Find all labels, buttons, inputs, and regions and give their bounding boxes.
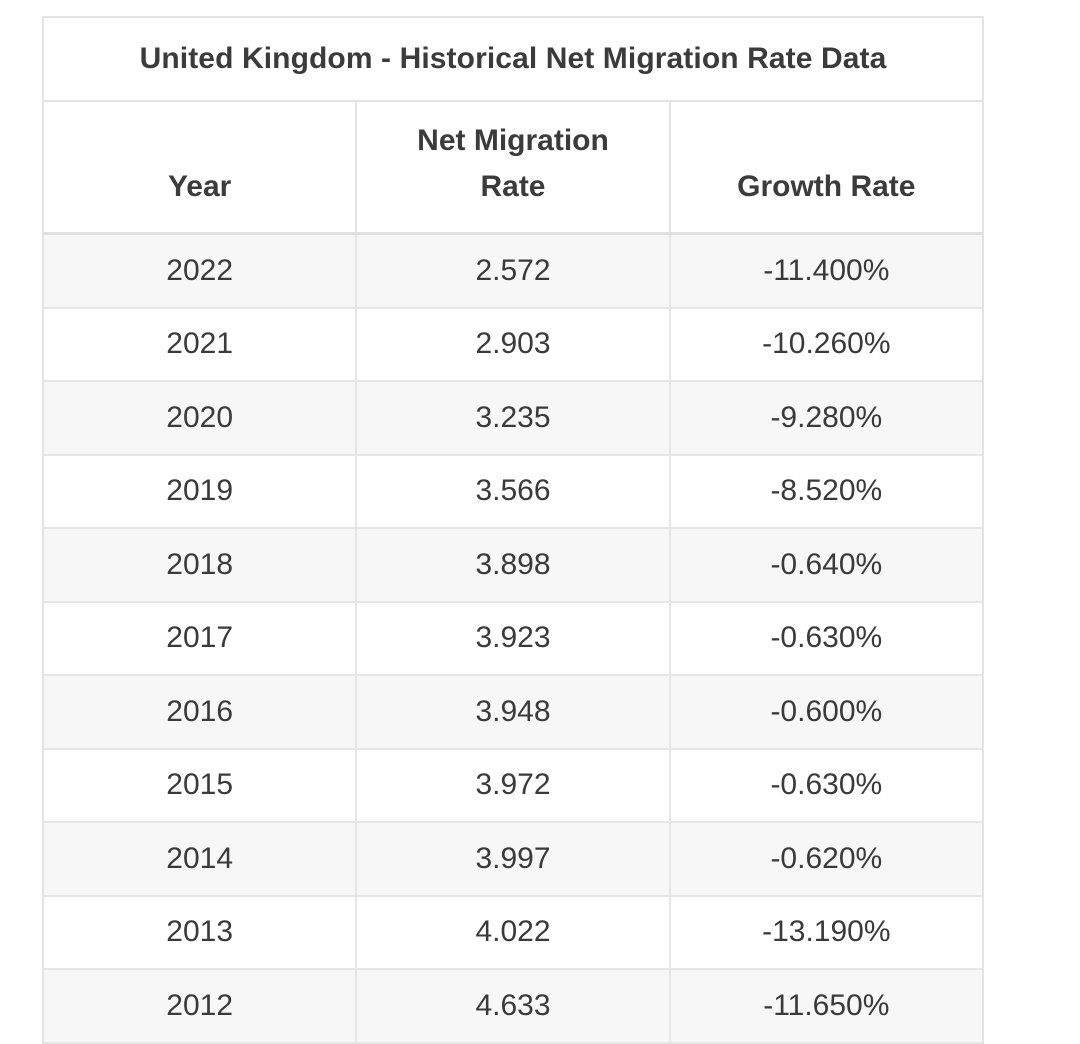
net-migration-rate-cell: 3.997 (357, 823, 671, 895)
header-net-migration-label-line1: Net Migration (417, 124, 609, 157)
table-row: 2022 2.572 -11.400% (44, 235, 982, 309)
growth-rate-cell: -0.600% (770, 694, 883, 728)
table-row: 2021 2.903 -10.260% (44, 308, 982, 382)
net-migration-rate-cell: 3.898 (357, 529, 671, 601)
year-cell: 2022 (44, 235, 358, 307)
header-year-label: Year (167, 170, 232, 203)
year-cell: 2018 (44, 529, 358, 601)
table-row: 2020 3.235 -9.280% (44, 382, 982, 456)
table-row: 2013 4.022 -13.190% (44, 896, 982, 970)
year-cell: 2017 (44, 602, 358, 674)
header-net-migration-label-line2: Rate (480, 170, 546, 203)
net-migration-rate-cell: 4.633 (357, 970, 671, 1042)
year-cell: 2013 (44, 896, 358, 968)
growth-rate-cell: -8.520% (770, 474, 883, 508)
net-migration-rate-cell: 3.923 (357, 602, 671, 674)
table-row: 2017 3.923 -0.630% (44, 602, 982, 676)
table-row: 2019 3.566 -8.520% (44, 455, 982, 529)
year-cell: 2015 (44, 749, 358, 821)
net-migration-rate-cell: 2.572 (357, 235, 671, 307)
table-header-row: Year Net Migration Rate Growth Rate (44, 102, 982, 235)
header-growth-rate-label: Growth Rate (737, 170, 916, 203)
year-cell: 2021 (44, 308, 358, 380)
header-year: Year (44, 102, 358, 232)
growth-rate-cell: -0.620% (770, 841, 883, 875)
net-migration-rate-cell: 3.972 (357, 749, 671, 821)
growth-rate-cell: -10.260% (762, 327, 891, 361)
table-body: 2022 2.572 -11.400% 2021 2.903 -10.260% 2020 3.… (44, 235, 982, 1044)
net-migration-rate-cell: 4.022 (357, 896, 671, 968)
table-title: United Kingdom - Historical Net Migratio… (44, 18, 982, 102)
net-migration-rate-cell: 3.948 (357, 676, 671, 748)
growth-rate-cell: -13.190% (762, 915, 891, 949)
growth-rate-cell: -0.630% (770, 768, 883, 802)
growth-rate-cell: -9.280% (770, 400, 883, 434)
table-row: 2012 4.633 -11.650% (44, 970, 982, 1044)
year-cell: 2012 (44, 970, 358, 1042)
net-migration-rate-cell: 3.235 (357, 382, 671, 454)
year-cell: 2014 (44, 823, 358, 895)
table-row: 2015 3.972 -0.630% (44, 749, 982, 823)
growth-rate-cell: -0.640% (770, 547, 883, 581)
migration-table: United Kingdom - Historical Net Migratio… (42, 16, 984, 1044)
table-row: 2016 3.948 -0.600% (44, 676, 982, 750)
growth-rate-cell: -11.650% (763, 988, 890, 1022)
header-growth-rate: Growth Rate (671, 102, 982, 232)
net-migration-rate-cell: 2.903 (357, 308, 671, 380)
table-row: 2018 3.898 -0.640% (44, 529, 982, 603)
net-migration-rate-cell: 3.566 (357, 455, 671, 527)
year-cell: 2020 (44, 382, 358, 454)
table-row: 2014 3.997 -0.620% (44, 823, 982, 897)
growth-rate-cell: -11.400% (763, 253, 890, 287)
year-cell: 2016 (44, 676, 358, 748)
growth-rate-cell: -0.630% (770, 621, 883, 655)
year-cell: 2019 (44, 455, 358, 527)
header-net-migration-rate: Net Migration Rate (357, 102, 671, 232)
